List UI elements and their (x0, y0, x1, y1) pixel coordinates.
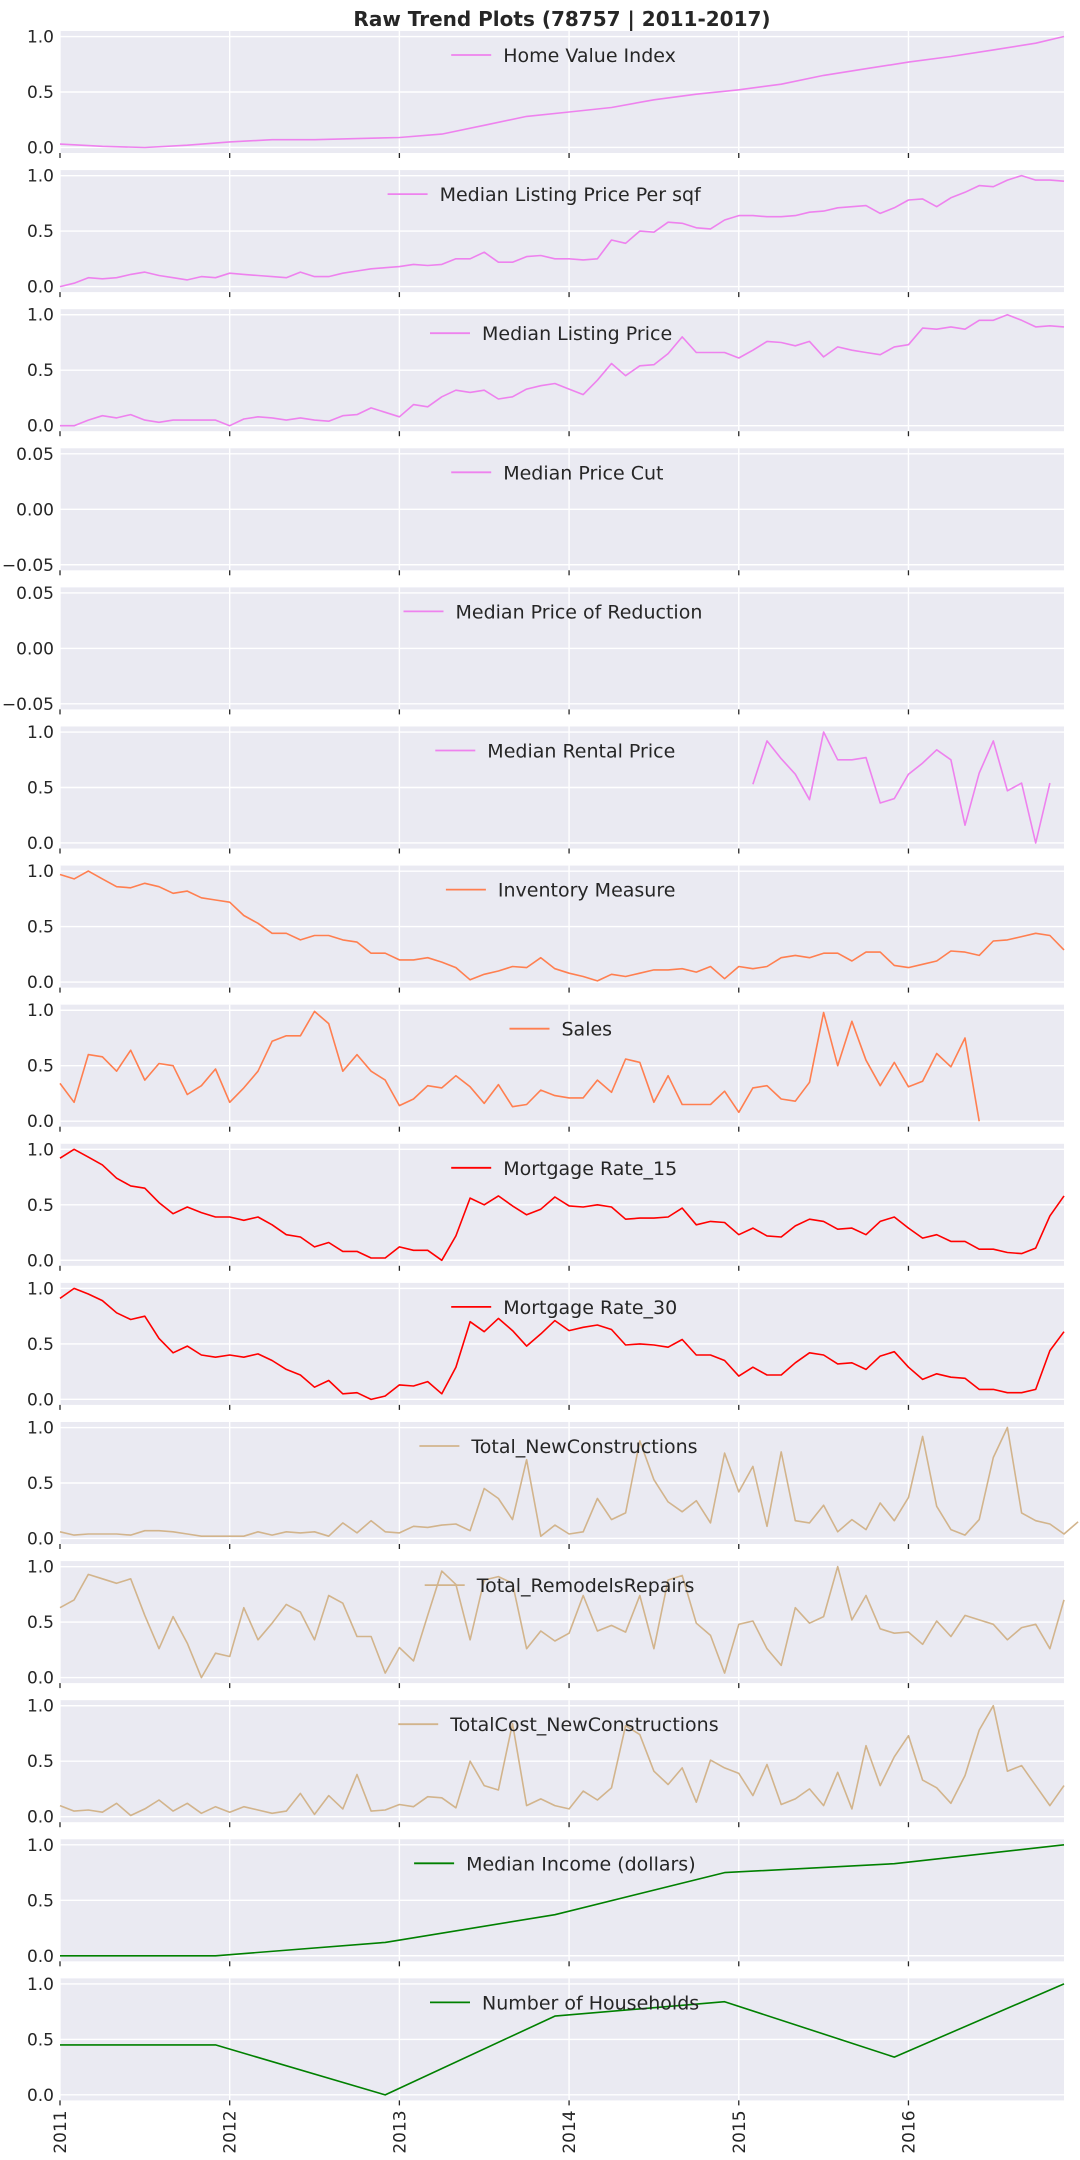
series-line (60, 1844, 1065, 1957)
series-line (752, 731, 1051, 844)
y-tick-label: 1.0 (27, 1279, 54, 1299)
legend-label: Median Income (dollars) (466, 1853, 696, 1875)
y-tick-label: 0.0 (27, 2086, 54, 2106)
y-tick-label: 0.0 (27, 278, 54, 298)
series-line (59, 1148, 1065, 1262)
panel-6: 0.0 0.5 1.0 Inventory Measure (27, 862, 1065, 993)
y-tick-label: −0.05 (2, 695, 54, 715)
legend-label: Median Listing Price Per sqf (440, 184, 702, 206)
y-tick-label: 1.0 (27, 1140, 54, 1160)
panel-13: 0.0 0.5 1.0 Median Income (dollars) (27, 1836, 1065, 1967)
legend-label: Mortgage Rate_30 (503, 1297, 677, 1319)
legend-label: Sales (562, 1019, 613, 1041)
legend-label: Median Price of Reduction (456, 601, 703, 623)
y-tick-label: 1.0 (27, 1419, 54, 1439)
legend-label: Median Listing Price (482, 323, 672, 345)
y-tick-label: 0.5 (27, 2030, 54, 2050)
panel-1: 0.0 0.5 1.0 Median Listing Price Per sqf (27, 167, 1065, 298)
y-tick-label: 0.0 (27, 1808, 54, 1828)
panel-7: 0.0 0.5 1.0 Sales (27, 1001, 1064, 1132)
y-tick-label: 1.0 (27, 1836, 54, 1856)
y-tick-label: 0.0 (27, 1947, 54, 1967)
panel-8: 0.0 0.5 1.0 Mortgage Rate_15 (27, 1140, 1065, 1271)
panels-container: 0.0 0.5 1.0 Home Value Index 0.0 0.5 1.0 Median… (2, 28, 1079, 2154)
y-tick-label: 0.0 (27, 138, 54, 158)
panel-9: 0.0 0.5 1.0 Mortgage Rate_30 (27, 1279, 1065, 1410)
x-tick-label: 2013 (390, 2110, 410, 2153)
panel-4: −0.05 0.00 0.05 Median Price of Reduction (2, 584, 1064, 715)
y-tick-label: 1.0 (27, 1697, 54, 1717)
y-tick-label: 1.0 (27, 1975, 54, 1995)
y-tick-label: 0.5 (27, 1613, 54, 1633)
panel-14: 0.0 0.5 1.0 Number of Households 2011 2012 201… (27, 1975, 1065, 2154)
y-tick-label: 1.0 (27, 167, 54, 187)
y-tick-label: 0.5 (27, 1335, 54, 1355)
y-tick-label: 0.5 (27, 1752, 54, 1772)
series-line (60, 313, 1065, 427)
figure-title: Raw Trend Plots (78757 | 2011-2017) (353, 7, 770, 31)
legend-label: Median Price Cut (503, 462, 663, 484)
legend-label: Inventory Measure (498, 880, 676, 902)
series-line (59, 1704, 1065, 1817)
legend-label: Number of Households (482, 1992, 699, 2014)
panel-11: 0.0 0.5 1.0 Total_RemodelsRepairs (27, 1558, 1065, 1689)
y-tick-label: 0.5 (27, 918, 54, 938)
y-tick-label: 0.05 (16, 584, 54, 604)
y-tick-label: 0.0 (27, 1251, 54, 1271)
y-tick-label: 0.00 (16, 639, 54, 659)
series-line (59, 870, 1065, 982)
y-tick-label: 1.0 (27, 723, 54, 743)
y-tick-label: 0.00 (16, 500, 54, 520)
panel-2: 0.0 0.5 1.0 Median Listing Price (27, 306, 1065, 437)
panel-5: 0.0 0.5 1.0 Median Rental Price (27, 723, 1064, 854)
series-line (59, 35, 1065, 149)
x-tick-label: 2015 (730, 2110, 750, 2153)
x-tick-label: 2016 (899, 2110, 919, 2153)
y-tick-label: 0.0 (27, 834, 54, 854)
y-tick-label: 0.5 (27, 1196, 54, 1216)
legend-label: Total_RemodelsRepairs (476, 1575, 695, 1597)
x-tick-label: 2014 (560, 2110, 580, 2153)
y-tick-label: 1.0 (27, 1558, 54, 1578)
legend-label: Median Rental Price (487, 741, 675, 763)
y-tick-label: 0.5 (27, 361, 54, 381)
y-tick-label: 0.0 (27, 973, 54, 993)
y-tick-label: 0.0 (27, 1390, 54, 1410)
y-tick-label: 0.5 (27, 83, 54, 103)
y-tick-label: 0.0 (27, 1112, 54, 1132)
panel-0: 0.0 0.5 1.0 Home Value Index (27, 28, 1065, 158)
series-line (59, 1426, 1079, 1537)
x-tick-label: 2012 (221, 2110, 241, 2153)
y-tick-label: 1.0 (27, 28, 54, 48)
y-tick-label: 0.5 (27, 1057, 54, 1077)
series-line (59, 1010, 980, 1122)
y-tick-label: 1.0 (27, 1001, 54, 1021)
y-tick-label: 0.5 (27, 1474, 54, 1494)
x-tick-label: 2011 (51, 2110, 71, 2153)
y-tick-label: 1.0 (27, 862, 54, 882)
legend-label: TotalCost_NewConstructions (449, 1714, 718, 1736)
series-line (59, 1287, 1065, 1401)
y-tick-label: 0.0 (27, 1529, 54, 1549)
panel-12: 0.0 0.5 1.0 TotalCost_NewConstructions (27, 1697, 1065, 1828)
y-tick-label: 0.5 (27, 222, 54, 242)
y-tick-label: 1.0 (27, 306, 54, 326)
panel-10: 0.0 0.5 1.0 Total_NewConstructions (27, 1419, 1079, 1549)
series-line (59, 1565, 1065, 1679)
legend-label: Home Value Index (503, 45, 676, 67)
y-tick-label: 0.0 (27, 417, 54, 437)
series-line (59, 174, 1065, 288)
y-tick-label: 0.0 (27, 1669, 54, 1689)
y-tick-label: 0.05 (16, 445, 54, 465)
y-tick-label: 0.5 (27, 1891, 54, 1911)
panel-3: −0.05 0.00 0.05 Median Price Cut (2, 445, 1064, 576)
legend-label: Mortgage Rate_15 (503, 1158, 677, 1180)
y-tick-label: 0.5 (27, 779, 54, 799)
y-tick-label: −0.05 (2, 556, 54, 576)
series-line (60, 1983, 1065, 2096)
legend-label: Total_NewConstructions (470, 1436, 697, 1458)
